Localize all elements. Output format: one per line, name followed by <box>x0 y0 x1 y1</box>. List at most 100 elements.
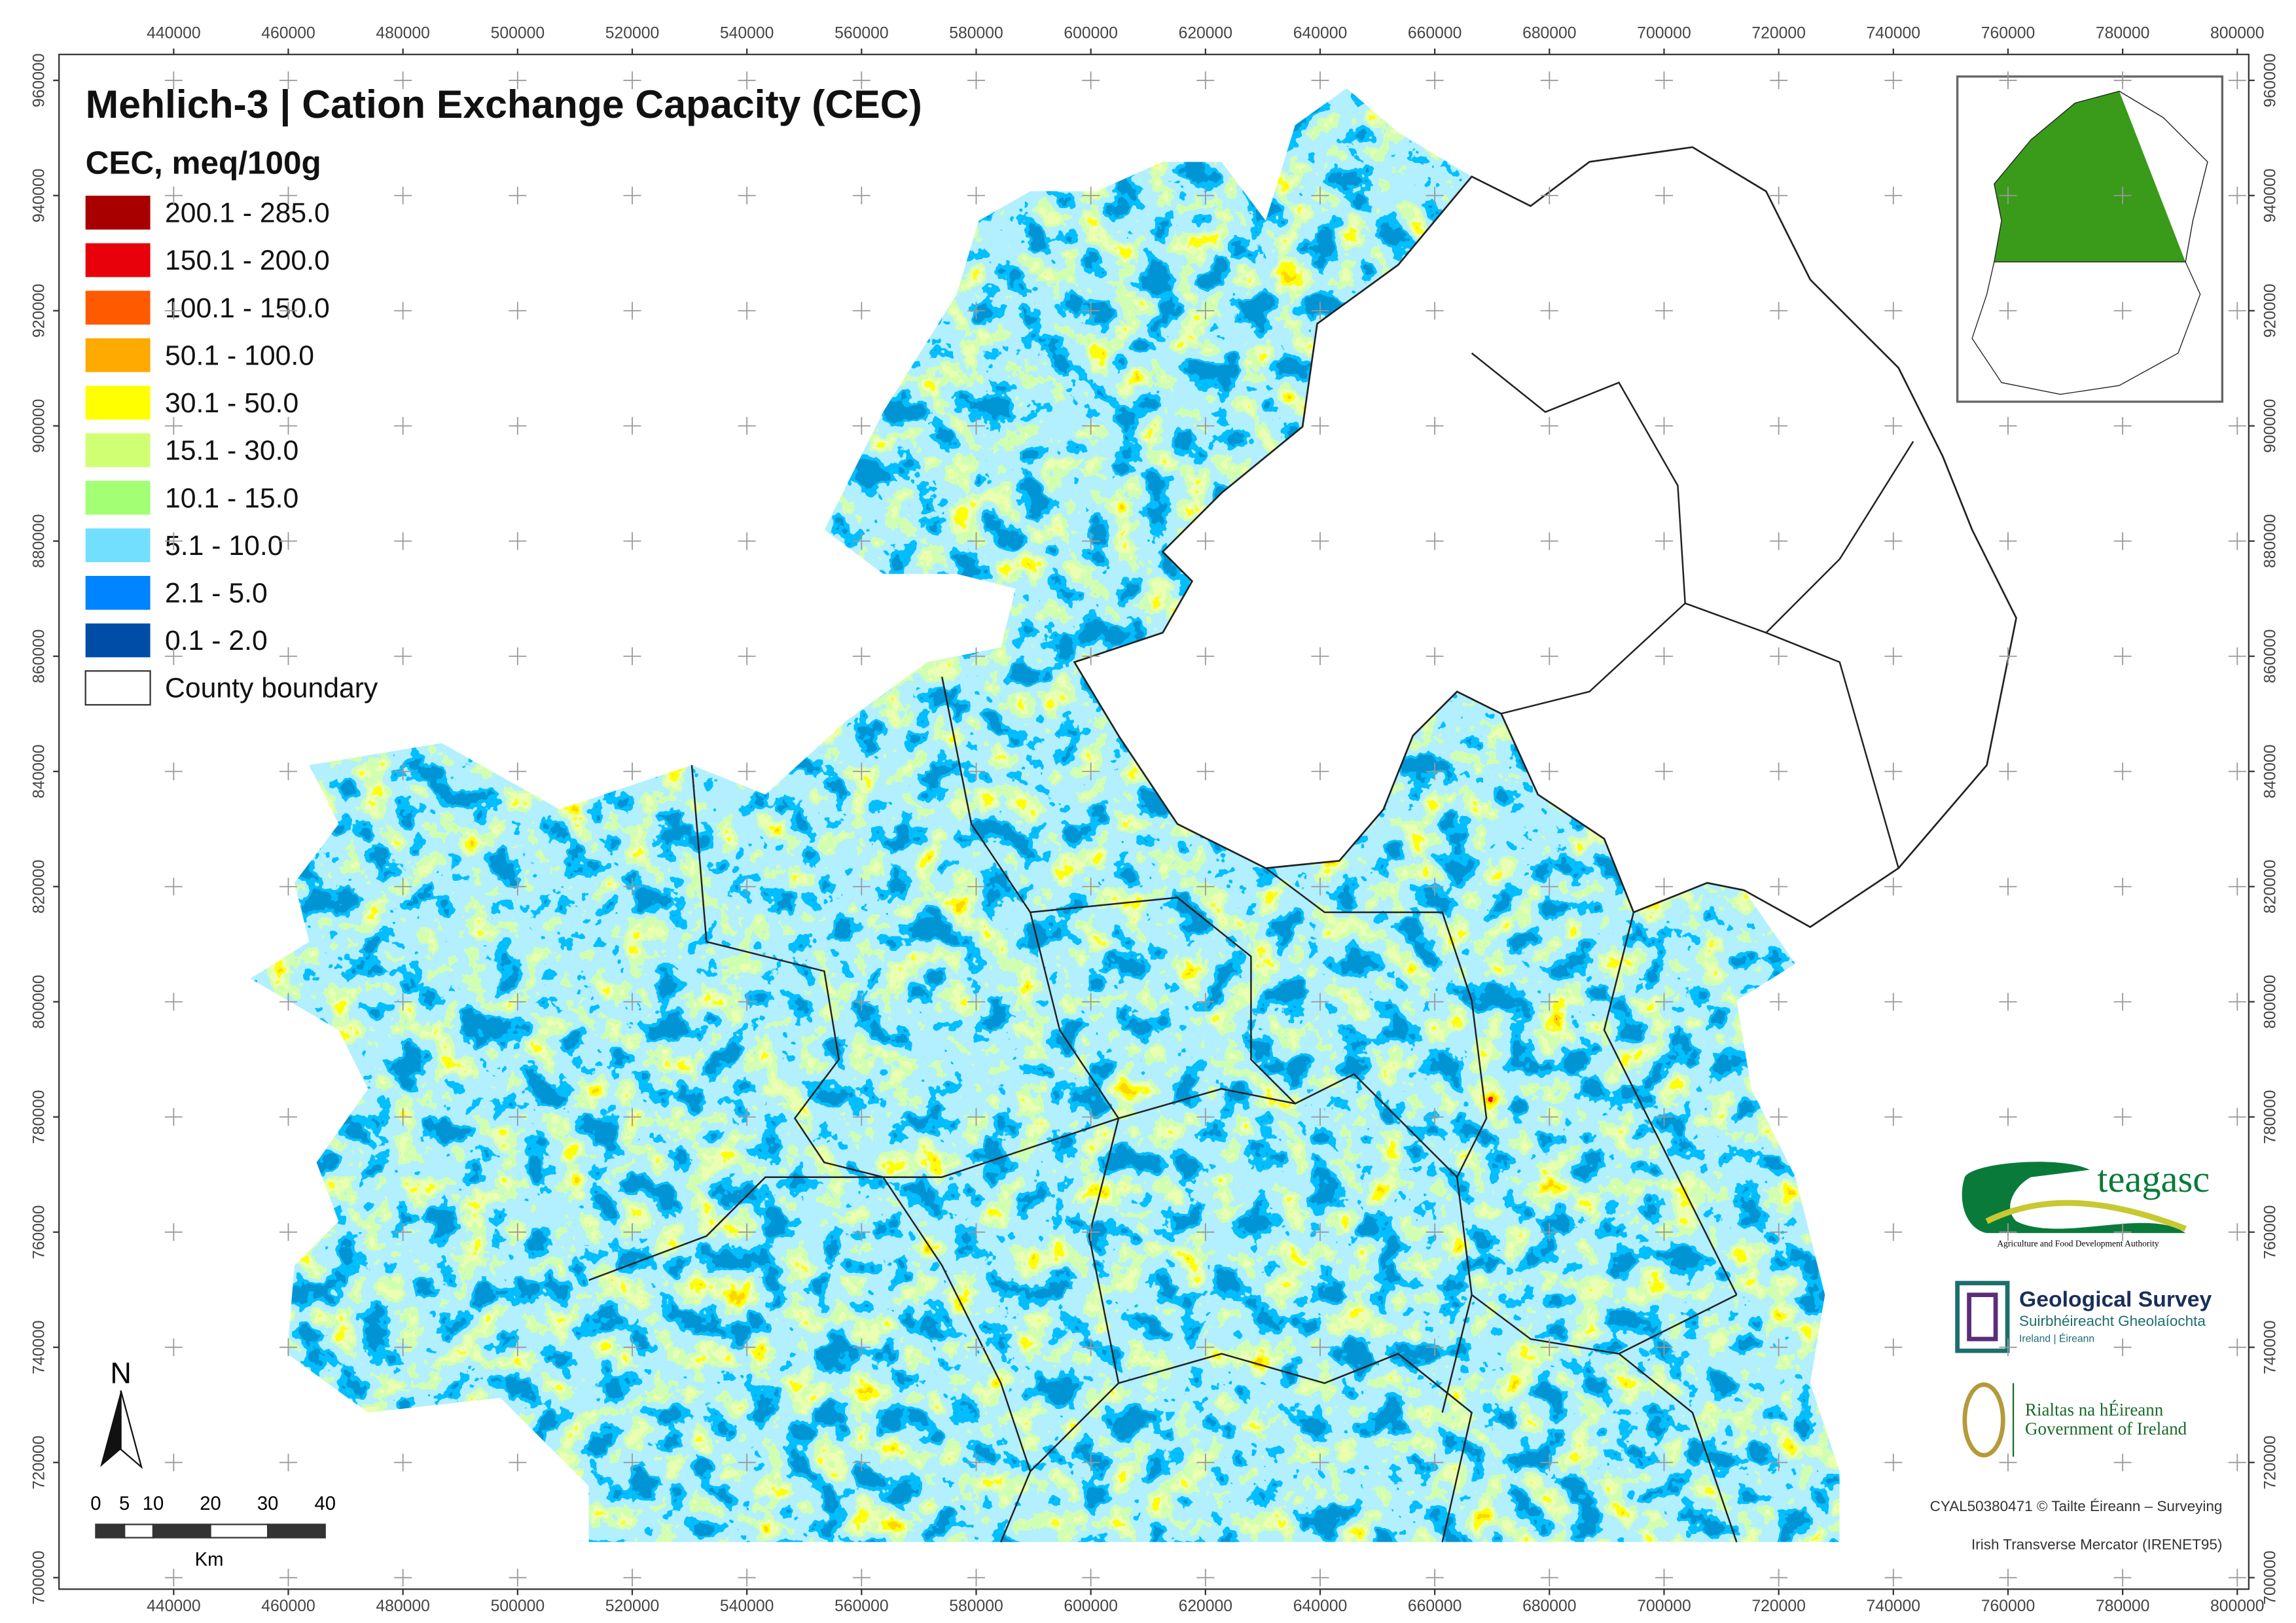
gsi-title: Geological Survey <box>2019 1287 2212 1312</box>
grid-cross <box>2113 532 2132 550</box>
grid-cross <box>1655 302 1673 320</box>
grid-cross <box>1999 1108 2017 1126</box>
x-tick-label: 520000 <box>605 1597 659 1615</box>
grid-cross <box>2228 762 2246 781</box>
grid-cross <box>1655 1569 1673 1587</box>
y-tick-label: 700000 <box>31 1550 48 1604</box>
grid-cross <box>509 417 527 435</box>
grid-cross <box>509 647 527 666</box>
grid-cross <box>394 532 412 550</box>
grid-cross <box>1884 302 1903 320</box>
grid-cross <box>967 1223 985 1241</box>
grid-cross <box>2113 993 2132 1011</box>
grid-cross <box>1884 1223 1903 1241</box>
coordinate-grid: 440000 440000 460000 460000 480000 480000 5000… <box>31 24 2280 1615</box>
grid-cross <box>738 1338 756 1357</box>
grid-cross <box>852 1338 870 1357</box>
grid-cross <box>623 187 641 205</box>
y-tick-label: 780000 <box>31 1090 48 1143</box>
x-tick-label: 620000 <box>1179 1597 1232 1615</box>
x-tick-label: 740000 <box>1867 24 1920 42</box>
grid-cross <box>1770 647 1788 666</box>
grid-cross <box>1426 1454 1444 1472</box>
grid-cross <box>164 187 183 205</box>
x-tick-label: 680000 <box>1522 1597 1576 1615</box>
grid-cross <box>1770 1569 1788 1587</box>
grid-cross <box>852 71 870 90</box>
grid-cross <box>1082 1108 1100 1126</box>
grid-cross <box>967 1569 985 1587</box>
grid-cross <box>1655 532 1673 550</box>
grid-cross <box>1655 993 1673 1011</box>
legend-label: 15.1 - 30.0 <box>165 435 298 467</box>
teagasc-name: teagasc <box>2097 1158 2210 1200</box>
grid-cross <box>1884 187 1903 205</box>
grid-cross <box>623 1569 641 1587</box>
grid-cross <box>1196 187 1215 205</box>
x-tick-label: 760000 <box>1981 24 2035 42</box>
grid-cross <box>1999 71 2017 90</box>
legend-label: 200.1 - 285.0 <box>165 198 330 229</box>
y-tick-label: 840000 <box>31 745 48 798</box>
grid-cross <box>1082 302 1100 320</box>
grid-cross <box>738 1454 756 1472</box>
y-tick-label: 860000 <box>31 630 48 683</box>
grid-cross <box>164 71 183 90</box>
grid-cross <box>1540 1569 1558 1587</box>
grid-cross <box>2228 1108 2246 1126</box>
grid-cross <box>1655 1338 1673 1357</box>
legend-label: 100.1 - 150.0 <box>165 293 330 324</box>
grid-cross <box>2228 647 2246 666</box>
grid-cross <box>1540 187 1558 205</box>
scale-segment <box>209 1524 269 1539</box>
grid-cross <box>1770 878 1788 896</box>
grid-cross <box>1655 1108 1673 1126</box>
grid-cross <box>394 762 412 781</box>
grid-cross <box>1770 417 1788 435</box>
grid-cross <box>623 532 641 550</box>
grid-cross <box>1311 187 1329 205</box>
map-title: Mehlich-3 | Cation Exchange Capacity (CE… <box>86 82 922 128</box>
grid-cross <box>164 878 183 896</box>
grid-cross <box>1082 187 1100 205</box>
x-tick-label: 560000 <box>834 24 888 42</box>
grid-cross <box>164 647 183 666</box>
grid-cross <box>852 1108 870 1126</box>
grid-cross <box>623 417 641 435</box>
logos: teagasc Agriculture and Food Development… <box>1955 1158 2212 1458</box>
x-tick-label: 700000 <box>1637 1597 1691 1615</box>
grid-cross <box>2113 1108 2132 1126</box>
y-tick-label: 880000 <box>31 514 48 568</box>
grid-cross <box>279 1338 297 1357</box>
grid-cross <box>2228 993 2246 1011</box>
x-tick-label: 620000 <box>1179 24 1232 42</box>
grid-cross <box>509 302 527 320</box>
grid-cross <box>164 1223 183 1241</box>
grid-cross <box>967 878 985 896</box>
grid-cross <box>1311 532 1329 550</box>
grid-cross <box>279 993 297 1011</box>
grid-cross <box>1082 993 1100 1011</box>
grid-cross <box>394 878 412 896</box>
grid-cross <box>1540 1108 1558 1126</box>
scale-label: 30 <box>257 1493 279 1514</box>
scale-label: 0 <box>90 1493 101 1514</box>
grid-cross <box>1082 1223 1100 1241</box>
grid-cross <box>1770 1223 1788 1241</box>
scale-label: 5 <box>119 1493 130 1514</box>
grid-cross <box>967 762 985 781</box>
legend-swatch <box>85 433 151 467</box>
grid-cross <box>1311 878 1329 896</box>
grid-cross <box>1311 1223 1329 1241</box>
grid-cross <box>1426 302 1444 320</box>
grid-cross <box>1426 1108 1444 1126</box>
grid-cross <box>852 878 870 896</box>
grid-cross <box>1655 878 1673 896</box>
grid-cross <box>279 302 297 320</box>
legend-swatch <box>85 243 151 277</box>
grid-cross <box>1540 878 1558 896</box>
y-tick-label: 780000 <box>2261 1090 2279 1143</box>
grid-cross <box>2113 1454 2132 1472</box>
grid-cross <box>1999 187 2017 205</box>
